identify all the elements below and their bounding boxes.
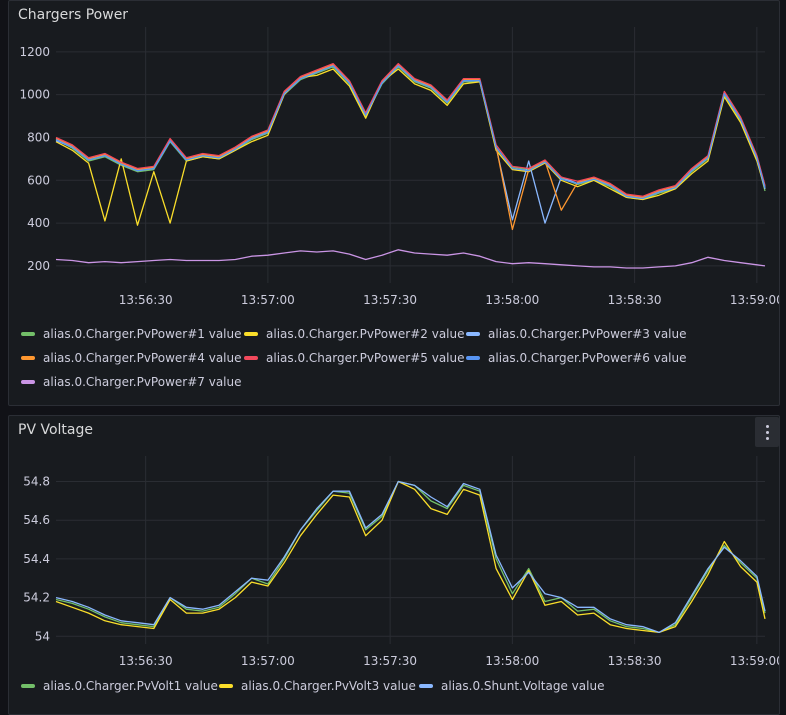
- legend-label: alias.0.Charger.PvVolt3 value: [241, 679, 416, 693]
- x-tick-label: 13:56:30: [119, 293, 173, 307]
- series-line-1[interactable]: [55, 66, 766, 201]
- legend-item[interactable]: alias.0.Charger.PvPower#7 value: [21, 375, 242, 389]
- legend-item[interactable]: alias.0.Charger.PvPower#4 value: [21, 351, 242, 365]
- series-line-2[interactable]: [55, 480, 766, 634]
- legend-swatch: [21, 684, 35, 688]
- legend-label: alias.0.Charger.PvPower#4 value: [43, 351, 242, 365]
- y-tick-label: 600: [27, 173, 50, 187]
- pv-voltage-chart[interactable]: 54 54.2 54.4 54.6 54.8 13:56:30 13:57:00 13:57:…: [9, 416, 780, 715]
- legend-swatch: [244, 332, 258, 336]
- y-tick-label: 54: [35, 629, 50, 643]
- series-line-5[interactable]: [55, 62, 766, 197]
- legend-label: alias.0.Charger.PvPower#1 value: [43, 327, 242, 341]
- panel-title: Chargers Power: [18, 7, 129, 23]
- legend-label: alias.0.Charger.PvVolt1 value: [43, 679, 218, 693]
- legend-swatch: [466, 332, 480, 336]
- y-tick-label: 54.2: [23, 591, 50, 605]
- y-tick-label: 54.6: [23, 513, 50, 527]
- series-line-6[interactable]: [55, 65, 766, 200]
- y-tick-label: 800: [27, 130, 50, 144]
- y-tick-label: 1000: [19, 88, 50, 102]
- kebab-menu-icon: [765, 423, 769, 441]
- chargers-power-chart[interactable]: 200 400 600 800 1000 1200 13:56:30 13:57:00 13:5…: [9, 1, 780, 406]
- y-tick-label: 54.8: [23, 475, 50, 489]
- legend-swatch: [466, 356, 480, 360]
- legend-item[interactable]: alias.0.Charger.PvPower#3 value: [466, 327, 687, 341]
- x-tick-label: 13:59:00: [730, 654, 780, 668]
- legend-item[interactable]: alias.0.Charger.PvPower#6 value: [466, 351, 687, 365]
- series-line-2[interactable]: [55, 68, 766, 226]
- x-tick-label: 13:56:30: [119, 654, 173, 668]
- legend-item[interactable]: alias.0.Shunt.Voltage value: [419, 679, 604, 693]
- y-tick-label: 1200: [19, 45, 50, 59]
- x-tick-label: 13:59:00: [730, 293, 780, 307]
- x-tick-label: 13:57:00: [241, 654, 295, 668]
- legend-label: alias.0.Charger.PvPower#3 value: [488, 327, 687, 341]
- legend-item[interactable]: alias.0.Charger.PvPower#5 value: [244, 351, 465, 365]
- legend-swatch: [219, 684, 233, 688]
- x-tick-label: 13:58:30: [608, 654, 662, 668]
- panel-menu-button[interactable]: [755, 417, 779, 447]
- legend-label: alias.0.Charger.PvPower#2 value: [266, 327, 465, 341]
- legend-swatch: [419, 684, 433, 688]
- legend-swatch: [21, 332, 35, 336]
- legend-swatch: [244, 356, 258, 360]
- legend-item[interactable]: alias.0.Charger.PvVolt3 value: [219, 679, 416, 693]
- x-tick-label: 13:58:00: [485, 654, 539, 668]
- pv-voltage-panel: PV Voltage 54 54.2 54.4 54.6 54.8 13:56:30 13:…: [8, 415, 780, 715]
- legend-label: alias.0.Charger.PvPower#7 value: [43, 375, 242, 389]
- legend-swatch: [21, 380, 35, 384]
- legend-label: alias.0.Charger.PvPower#5 value: [266, 351, 465, 365]
- series-line-3[interactable]: [55, 480, 766, 634]
- chargers-power-panel: Chargers Power 200 400 600 800 1000 1200 13:56…: [8, 0, 780, 406]
- legend-item[interactable]: alias.0.Charger.PvPower#1 value: [21, 327, 242, 341]
- x-tick-label: 13:58:30: [608, 293, 662, 307]
- y-tick-label: 54.4: [23, 552, 50, 566]
- x-tick-label: 13:57:30: [363, 654, 417, 668]
- legend-label: alias.0.Charger.PvPower#6 value: [488, 351, 687, 365]
- legend-swatch: [21, 356, 35, 360]
- x-tick-label: 13:58:00: [485, 293, 539, 307]
- legend-item[interactable]: alias.0.Charger.PvPower#2 value: [244, 327, 465, 341]
- y-tick-label: 200: [27, 259, 50, 273]
- legend-item[interactable]: alias.0.Charger.PvVolt1 value: [21, 679, 218, 693]
- y-tick-label: 400: [27, 216, 50, 230]
- legend-label: alias.0.Shunt.Voltage value: [441, 679, 605, 693]
- x-tick-label: 13:57:00: [241, 293, 295, 307]
- x-tick-label: 13:57:30: [363, 293, 417, 307]
- series-line-4[interactable]: [55, 64, 766, 231]
- series-line-7[interactable]: [55, 249, 766, 269]
- panel-title: PV Voltage: [18, 422, 93, 438]
